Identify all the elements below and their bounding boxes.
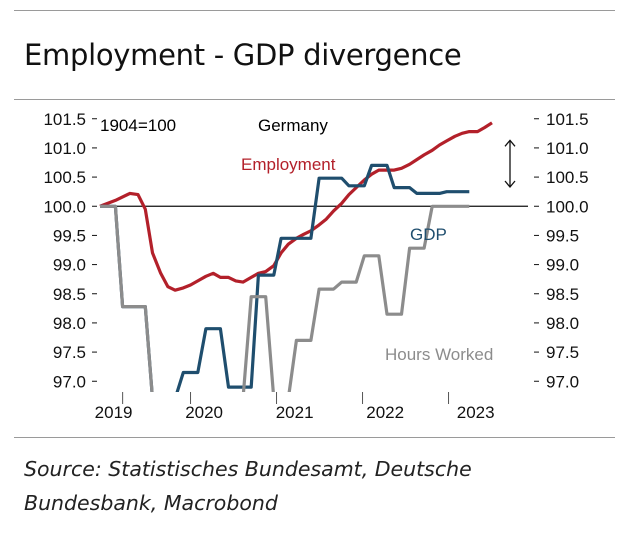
bottom-rule [14, 437, 615, 438]
region-label: Germany [258, 116, 328, 135]
y-label-left-0: 101.5 [43, 110, 86, 129]
y-label-left-6: 98.5 [53, 285, 86, 304]
x-label-2: 2021 [276, 403, 314, 422]
y-label-right-1: 101.0 [546, 139, 589, 158]
y-label-left-7: 98.0 [53, 314, 86, 333]
x-label-3: 2022 [366, 403, 404, 422]
y-label-right-7: 98.0 [546, 314, 579, 333]
y-label-left-9: 97.0 [53, 372, 86, 391]
y-label-right-5: 99.0 [546, 256, 579, 275]
y-label-left-1: 101.0 [43, 139, 86, 158]
y-label-right-0: 101.5 [546, 110, 589, 129]
axis-layer: 101.5 101.5 101.0 101.0 100.5 100.5 100.0 100.0… [43, 110, 588, 422]
series-line-employment [99, 121, 493, 292]
y-label-left-4: 99.5 [53, 226, 86, 245]
x-label-1: 2020 [185, 403, 223, 422]
y-label-left-8: 97.5 [53, 343, 86, 362]
source-note: Source: Statistisches Bundesamt, Deutsch… [24, 457, 472, 515]
y-label-left-2: 100.5 [43, 168, 86, 187]
series-layer [99, 121, 493, 392]
employment-series-label: Employment [241, 155, 336, 174]
y-label-left-5: 99.0 [53, 256, 86, 275]
y-label-left-3: 100.0 [43, 197, 86, 216]
y-label-right-6: 98.5 [546, 285, 579, 304]
y-label-right-8: 97.5 [546, 343, 579, 362]
title-divider [14, 99, 615, 100]
top-rule [14, 10, 615, 11]
gdp-series-label: GDP [410, 225, 447, 244]
hours-series-label: Hours Worked [385, 345, 493, 364]
chart-title: Employment - GDP divergence [24, 38, 462, 72]
x-label-0: 2019 [95, 403, 133, 422]
y-label-right-4: 99.5 [546, 226, 579, 245]
divergence-arrow-icon [504, 139, 516, 189]
series-line-hours-worked [100, 204, 470, 392]
x-label-4: 2023 [457, 403, 495, 422]
grid-layer [100, 205, 528, 404]
y-label-right-9: 97.0 [546, 372, 579, 391]
base-note-label: 1904=100 [100, 116, 176, 135]
y-label-right-3: 100.0 [546, 197, 589, 216]
series-line-gdp [100, 163, 470, 392]
y-label-right-2: 100.5 [546, 168, 589, 187]
